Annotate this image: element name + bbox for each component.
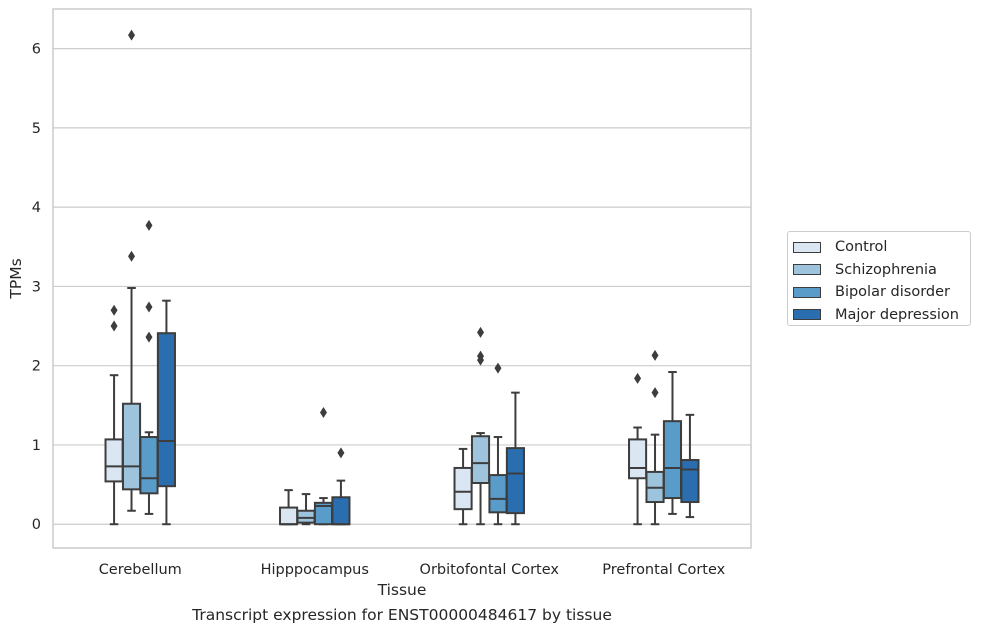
y-tick-label: 0	[32, 517, 41, 533]
outlier-point	[634, 372, 642, 384]
outlier-point	[319, 406, 327, 418]
box-1-0	[121, 29, 142, 512]
box-body	[470, 435, 491, 485]
box-2-2	[488, 362, 508, 526]
legend-label-major-depression: Major depression	[835, 306, 959, 323]
outlier-point	[145, 219, 153, 231]
x-axis-label: Tissue	[377, 581, 427, 599]
chart-caption: Transcript expression for ENST0000048461…	[192, 606, 612, 624]
y-tick-label: 2	[32, 359, 41, 375]
legend-label-bipolar: Bipolar disorder	[835, 284, 950, 301]
y-tick-label: 5	[32, 121, 41, 137]
y-tick-label: 6	[32, 42, 41, 58]
box-body	[331, 496, 351, 526]
x-tick-label: Cerebellum	[99, 562, 182, 578]
outlier-point	[145, 331, 153, 343]
outlier-point	[110, 304, 118, 316]
box-2-3	[662, 371, 683, 515]
outlier-point	[651, 387, 659, 399]
outlier-point	[128, 29, 136, 41]
legend-item-control: Control	[793, 236, 970, 259]
outlier-point	[494, 362, 502, 374]
box-body	[104, 438, 124, 483]
outlier-point	[651, 349, 659, 361]
box-3-0	[156, 299, 176, 526]
box-body	[121, 402, 142, 491]
legend-item-major-depression: Major depression	[793, 304, 970, 327]
box-3-2	[505, 391, 525, 526]
legend-label-schizophrenia: Schizophrenia	[835, 261, 937, 278]
plot-frame	[52, 8, 752, 549]
box-body	[453, 466, 473, 511]
legend-item-bipolar: Bipolar disorder	[793, 281, 970, 304]
y-tick-label: 4	[32, 200, 41, 216]
outlier-point	[128, 250, 136, 262]
box-2-1	[313, 406, 334, 526]
legend-label-control: Control	[835, 239, 888, 256]
box-1-1	[296, 493, 316, 526]
y-tick-label: 1	[32, 438, 41, 454]
box-body	[139, 436, 159, 495]
outlier-point	[337, 447, 345, 459]
box-0-3	[628, 372, 648, 526]
box-0-1	[279, 489, 299, 526]
box-body	[488, 474, 508, 514]
outlier-point	[477, 350, 485, 362]
y-tick-labels: 0 1 2 3 4 5 6	[32, 42, 41, 534]
x-tick-labels: Cerebellum Hipppocampus Orbitofontal Corte…	[99, 562, 726, 578]
legend: Control Schizophrenia Bipolar disorder M…	[787, 231, 971, 326]
box-body	[156, 332, 176, 488]
x-tick-label: Prefrontal Cortex	[602, 562, 725, 578]
outlier-point	[110, 320, 118, 332]
box-body	[296, 509, 316, 524]
box-body	[680, 459, 700, 504]
box-2-0	[139, 219, 159, 515]
legend-swatch-bipolar	[793, 286, 821, 298]
outlier-point	[477, 326, 485, 338]
box-1-3	[645, 349, 665, 526]
x-tick-label: Hipppocampus	[261, 562, 369, 578]
y-tick-label: 3	[32, 279, 41, 295]
outlier-point	[145, 301, 153, 313]
box-plots	[104, 29, 700, 526]
box-body	[628, 438, 648, 480]
x-tick-label: Orbitofontal Cortex	[420, 562, 560, 578]
box-body	[279, 506, 299, 526]
box-0-0	[104, 304, 124, 526]
y-axis-label: TPMs	[7, 258, 25, 299]
box-body	[505, 447, 525, 515]
box-3-3	[680, 413, 700, 519]
box-body	[662, 420, 683, 500]
box-3-1	[331, 447, 351, 526]
legend-swatch-control	[793, 241, 821, 253]
box-0-2	[453, 447, 473, 526]
box-1-2	[470, 326, 491, 526]
legend-swatch-schizophrenia	[793, 264, 821, 276]
legend-swatch-major-depression	[793, 309, 821, 321]
legend-item-schizophrenia: Schizophrenia	[793, 259, 970, 282]
